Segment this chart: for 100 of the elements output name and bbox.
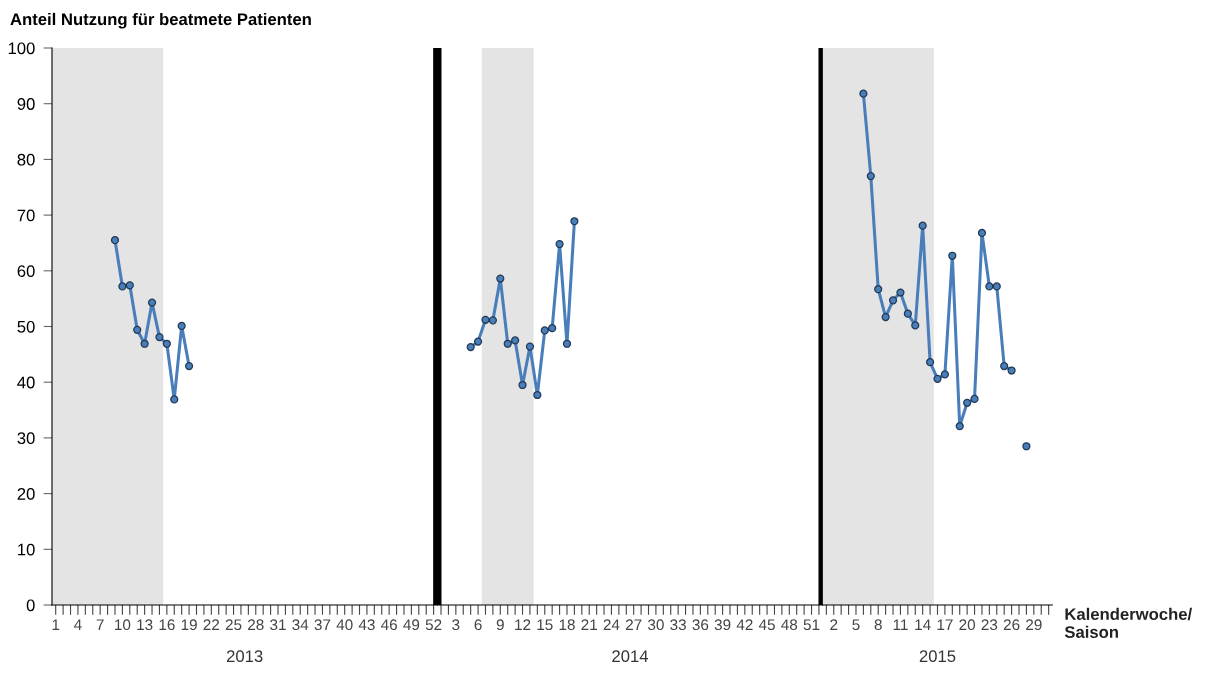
- point: [118, 282, 127, 291]
- point: [977, 228, 987, 238]
- point: [466, 343, 475, 352]
- x-tick-label: 12: [515, 619, 531, 630]
- x-tick-label: 40: [336, 619, 353, 631]
- point: [1007, 366, 1016, 375]
- y-tick-label: 50: [17, 320, 35, 333]
- point: [133, 325, 142, 334]
- point: [525, 342, 535, 351]
- x-tick-label: 51: [803, 619, 820, 631]
- y-tick-label: 60: [17, 265, 35, 277]
- point: [963, 398, 972, 407]
- x-tick-label: 30: [648, 619, 664, 631]
- x-axis-title: 2013: [226, 650, 263, 663]
- point: [881, 312, 890, 322]
- point: [1022, 442, 1031, 451]
- point: [110, 236, 120, 245]
- x-tick-label: 1: [52, 619, 60, 630]
- x-tick-label: 25: [225, 619, 242, 631]
- point: [155, 332, 164, 342]
- x-tick-label: 18: [559, 619, 575, 631]
- point: [562, 339, 572, 348]
- x-tick-label: 9: [496, 619, 504, 631]
- point: [859, 89, 868, 98]
- x-tick-label: 43: [358, 619, 375, 631]
- point: [925, 358, 935, 367]
- point: [1000, 361, 1009, 371]
- y-tick-label: 70: [17, 209, 35, 222]
- x-tick-label: 45: [758, 619, 775, 631]
- point: [866, 172, 875, 181]
- point: [533, 390, 542, 400]
- point: [970, 394, 979, 404]
- x-tick-label: 14: [915, 619, 931, 630]
- x-axis-title: 2015: [919, 650, 956, 663]
- x-tick-label: 3: [452, 619, 460, 631]
- point: [496, 274, 505, 283]
- y-axis-title: Anteil Nutzung für beatmete Patienten: [10, 12, 311, 29]
- x-tick-label: 52: [425, 619, 442, 631]
- x-tick-label: 4: [74, 619, 82, 630]
- x-tick-label: 46: [381, 619, 397, 631]
- y-tick-label: 100: [8, 42, 35, 55]
- x-tick-label: 16: [159, 619, 175, 631]
- point: [896, 288, 905, 297]
- point: [548, 324, 557, 333]
- x-tick-label: 26: [1003, 619, 1020, 631]
- x-tick-label: 33: [670, 619, 686, 631]
- x-tick-label: 48: [781, 619, 798, 631]
- x-tick-label: 15: [537, 619, 553, 631]
- x-tick-label: 36: [692, 619, 709, 631]
- x-tick-label: 10: [115, 619, 131, 631]
- point: [911, 321, 920, 330]
- point: [918, 221, 927, 230]
- point: [985, 282, 994, 291]
- x-tick-label: 49: [403, 619, 420, 631]
- y-tick-label: 10: [18, 543, 35, 556]
- point: [955, 422, 964, 431]
- y-tick-label: 0: [26, 599, 35, 612]
- x-tick-label: 20: [959, 619, 976, 631]
- y-tick-label: 40: [17, 376, 35, 389]
- point: [874, 285, 883, 294]
- x-tick-label: 39: [714, 619, 731, 631]
- y-tick-label: 80: [17, 153, 35, 166]
- point: [162, 339, 171, 348]
- x-tick-label: 8: [874, 619, 882, 631]
- point: [888, 296, 898, 305]
- x-tick-label: 42: [736, 619, 753, 630]
- x-axis-title: 2014: [612, 650, 649, 663]
- x-tick-label: 2: [830, 619, 838, 630]
- point: [184, 361, 194, 371]
- x-tick-label: 5: [852, 619, 860, 631]
- point: [518, 380, 527, 390]
- point: [903, 309, 912, 318]
- x-tick-label: 37: [314, 619, 331, 631]
- x-tick-label: 11: [893, 619, 908, 630]
- point: [481, 315, 490, 324]
- x-tick-label: 17: [937, 619, 953, 630]
- point: [170, 395, 179, 404]
- x-tick-label: 6: [474, 619, 482, 631]
- x-tick-label: 22: [203, 619, 220, 630]
- point: [948, 251, 957, 260]
- x-tick-label: 29: [1026, 619, 1042, 631]
- point: [503, 339, 512, 348]
- x-tick-label: 31: [270, 619, 286, 631]
- point: [511, 336, 520, 345]
- x-tick-label: 24: [603, 619, 620, 630]
- point: [940, 370, 950, 379]
- point: [933, 374, 942, 383]
- x-tick-label: 21: [581, 619, 597, 630]
- x-tick-label: 34: [292, 619, 309, 631]
- y-tick-label: 90: [17, 98, 35, 110]
- y-tick-label: 20: [17, 488, 35, 500]
- point: [488, 316, 497, 325]
- x-tick-label: 19: [181, 619, 197, 631]
- point: [555, 239, 564, 249]
- x-tick-label: 23: [981, 619, 998, 631]
- point: [147, 298, 157, 307]
- point: [177, 321, 186, 331]
- y-tick-label: 30: [17, 432, 35, 445]
- x-tick-label: 7: [96, 619, 104, 630]
- point: [125, 281, 134, 290]
